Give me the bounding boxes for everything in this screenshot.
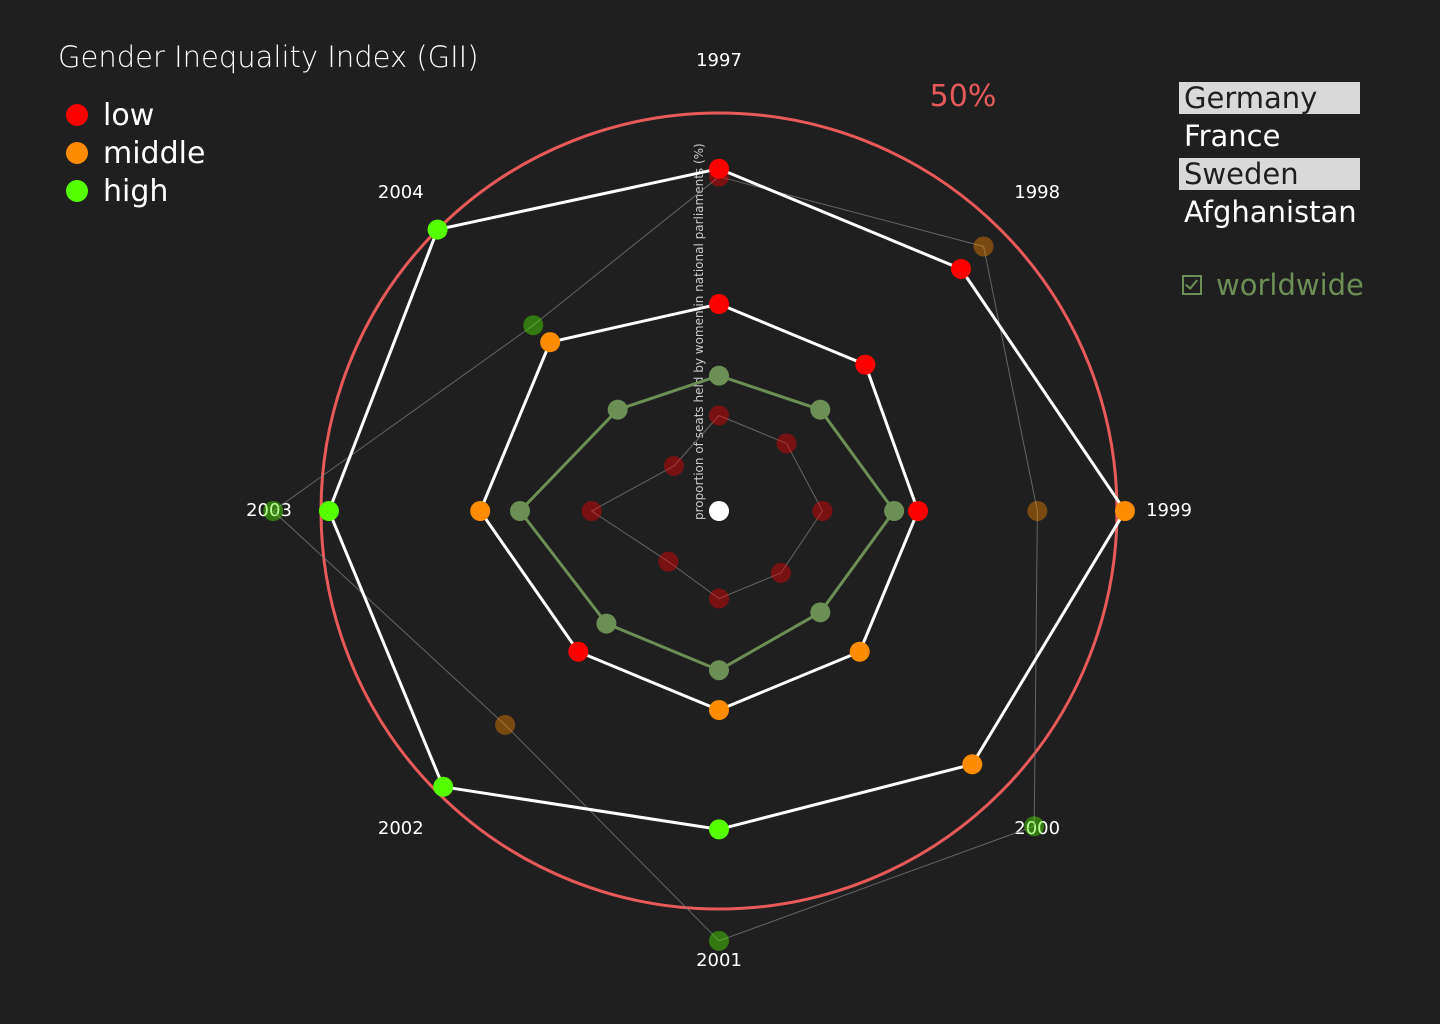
legend-dot-low xyxy=(66,104,88,126)
data-point-afghanistan-2001[interactable] xyxy=(709,930,729,951)
series-line-sweden xyxy=(327,167,1127,831)
data-point-germany-2003[interactable] xyxy=(470,501,491,521)
data-point-germany-2002[interactable] xyxy=(568,641,589,662)
data-point-afghanistan-1999[interactable] xyxy=(1027,501,1048,521)
data-point-worldwide-2003[interactable] xyxy=(510,501,530,521)
data-point-sweden-2002[interactable] xyxy=(433,776,454,797)
data-point-sweden-2001[interactable] xyxy=(709,819,729,840)
legend-dot-middle xyxy=(66,142,88,164)
worldwide-toggle[interactable]: worldwide xyxy=(1182,268,1364,302)
data-point-france-2001[interactable] xyxy=(709,588,729,609)
data-point-worldwide-1998[interactable] xyxy=(810,399,831,420)
legend-label-low: low xyxy=(103,97,155,133)
data-point-afghanistan-2003[interactable] xyxy=(263,501,284,521)
outer-circle-label: 50% xyxy=(930,79,997,114)
series-line-france xyxy=(590,414,824,600)
year-label-1999: 1999 xyxy=(1146,500,1192,521)
gii-legend: low middle high xyxy=(66,96,205,210)
data-point-germany-1998[interactable] xyxy=(855,354,876,375)
data-point-france-2002[interactable] xyxy=(658,551,679,572)
series-line-afghanistan xyxy=(272,176,1038,942)
data-point-sweden-1997[interactable] xyxy=(709,158,729,179)
legend-label-high: high xyxy=(103,173,169,209)
country-item-sweden[interactable]: Sweden xyxy=(1179,158,1360,190)
data-point-germany-2000[interactable] xyxy=(849,641,870,662)
data-point-germany-2001[interactable] xyxy=(709,700,729,720)
year-label-2001: 2001 xyxy=(696,950,742,971)
checkbox-checked-icon[interactable] xyxy=(1182,275,1202,295)
data-point-sweden-2004[interactable] xyxy=(427,219,448,240)
year-label-1997: 1997 xyxy=(696,50,742,71)
data-point-sweden-2000[interactable] xyxy=(962,754,983,775)
data-point-france-2004[interactable] xyxy=(663,455,684,476)
country-item-germany[interactable]: Germany xyxy=(1179,82,1360,114)
data-point-france-1997[interactable] xyxy=(709,405,729,426)
worldwide-label: worldwide xyxy=(1216,268,1364,302)
data-point-worldwide-2002[interactable] xyxy=(596,613,617,634)
country-item-france[interactable]: France xyxy=(1184,119,1281,153)
data-point-france-2000[interactable] xyxy=(770,562,791,583)
data-point-worldwide-2004[interactable] xyxy=(607,399,628,420)
data-point-germany-2004[interactable] xyxy=(540,332,561,353)
legend-dot-high xyxy=(66,180,88,202)
legend-item-middle: middle xyxy=(66,134,205,172)
data-point-worldwide-2000[interactable] xyxy=(810,602,831,623)
series-line-worldwide xyxy=(518,374,896,672)
data-point-worldwide-1997[interactable] xyxy=(709,365,729,386)
data-point-germany-1999[interactable] xyxy=(908,501,928,521)
legend-label-middle: middle xyxy=(103,135,206,171)
data-point-sweden-2003[interactable] xyxy=(318,501,339,521)
data-point-france-1998[interactable] xyxy=(776,433,797,454)
data-point-afghanistan-1998[interactable] xyxy=(973,236,994,257)
year-label-2002: 2002 xyxy=(378,818,424,839)
data-point-germany-1997[interactable] xyxy=(709,294,729,315)
country-item-afghanistan[interactable]: Afghanistan xyxy=(1184,195,1357,229)
data-point-france-1999[interactable] xyxy=(812,501,833,521)
data-point-afghanistan-2004[interactable] xyxy=(523,315,544,336)
year-label-2000: 2000 xyxy=(1014,818,1060,839)
chart-title: Gender Inequality Index (GII) xyxy=(58,40,479,74)
center-point xyxy=(709,501,729,521)
legend-item-high: high xyxy=(66,172,205,210)
data-point-sweden-1998[interactable] xyxy=(951,258,972,279)
axis-label: proportion of seats held by women in nat… xyxy=(692,143,706,520)
data-point-afghanistan-2002[interactable] xyxy=(495,714,516,735)
data-point-france-2003[interactable] xyxy=(581,501,602,521)
data-point-sweden-1999[interactable] xyxy=(1114,501,1135,521)
year-label-2004: 2004 xyxy=(378,182,424,203)
year-label-1998: 1998 xyxy=(1014,182,1060,203)
legend-item-low: low xyxy=(66,96,205,134)
data-point-worldwide-1999[interactable] xyxy=(884,501,905,521)
data-point-worldwide-2001[interactable] xyxy=(709,660,729,681)
data-point-afghanistan-2000[interactable] xyxy=(1024,816,1045,837)
country-list: Germany France Sweden Afghanistan xyxy=(1179,82,1360,234)
